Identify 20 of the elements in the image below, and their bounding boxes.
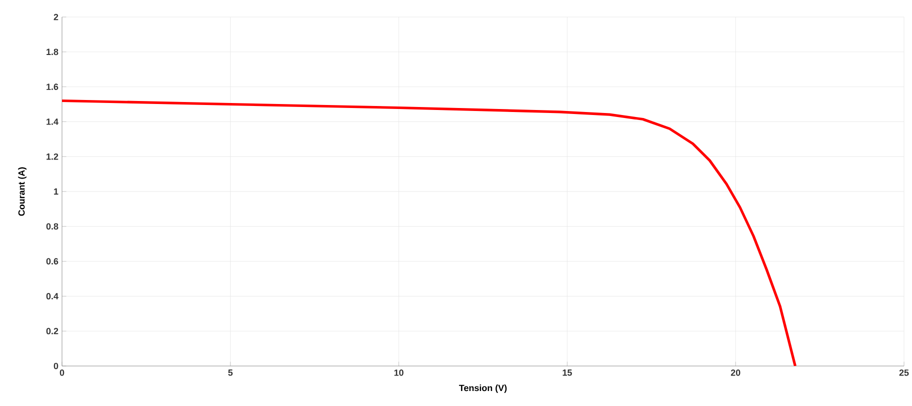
x-tick-label: 20 [730, 370, 740, 376]
x-tick-label: 15 [562, 370, 572, 376]
x-axis-title: Tension (V) [459, 384, 507, 393]
y-tick-label: 1.8 [46, 48, 58, 56]
x-tick-label: 5 [228, 370, 233, 376]
y-tick-label: 1.4 [46, 118, 58, 125]
y-tick-label: 0.4 [46, 293, 58, 300]
y-tick-label: 1.6 [46, 84, 58, 90]
y-tick-label: 0 [54, 362, 58, 370]
y-tick-label: 1 [54, 188, 58, 195]
y-tick-label: 0.8 [46, 223, 58, 230]
y-tick-label: 1.2 [46, 153, 58, 160]
x-tick-label: 25 [899, 370, 909, 376]
line-series [62, 99, 797, 366]
y-tick-label: 2 [54, 14, 58, 20]
y-tick-label: 0.6 [46, 258, 58, 264]
y-axis-title: Courant (A) [18, 167, 26, 216]
x-tick-label: 10 [394, 370, 404, 376]
x-tick-label: 0 [60, 370, 64, 376]
y-tick-label: 0.2 [46, 328, 58, 334]
